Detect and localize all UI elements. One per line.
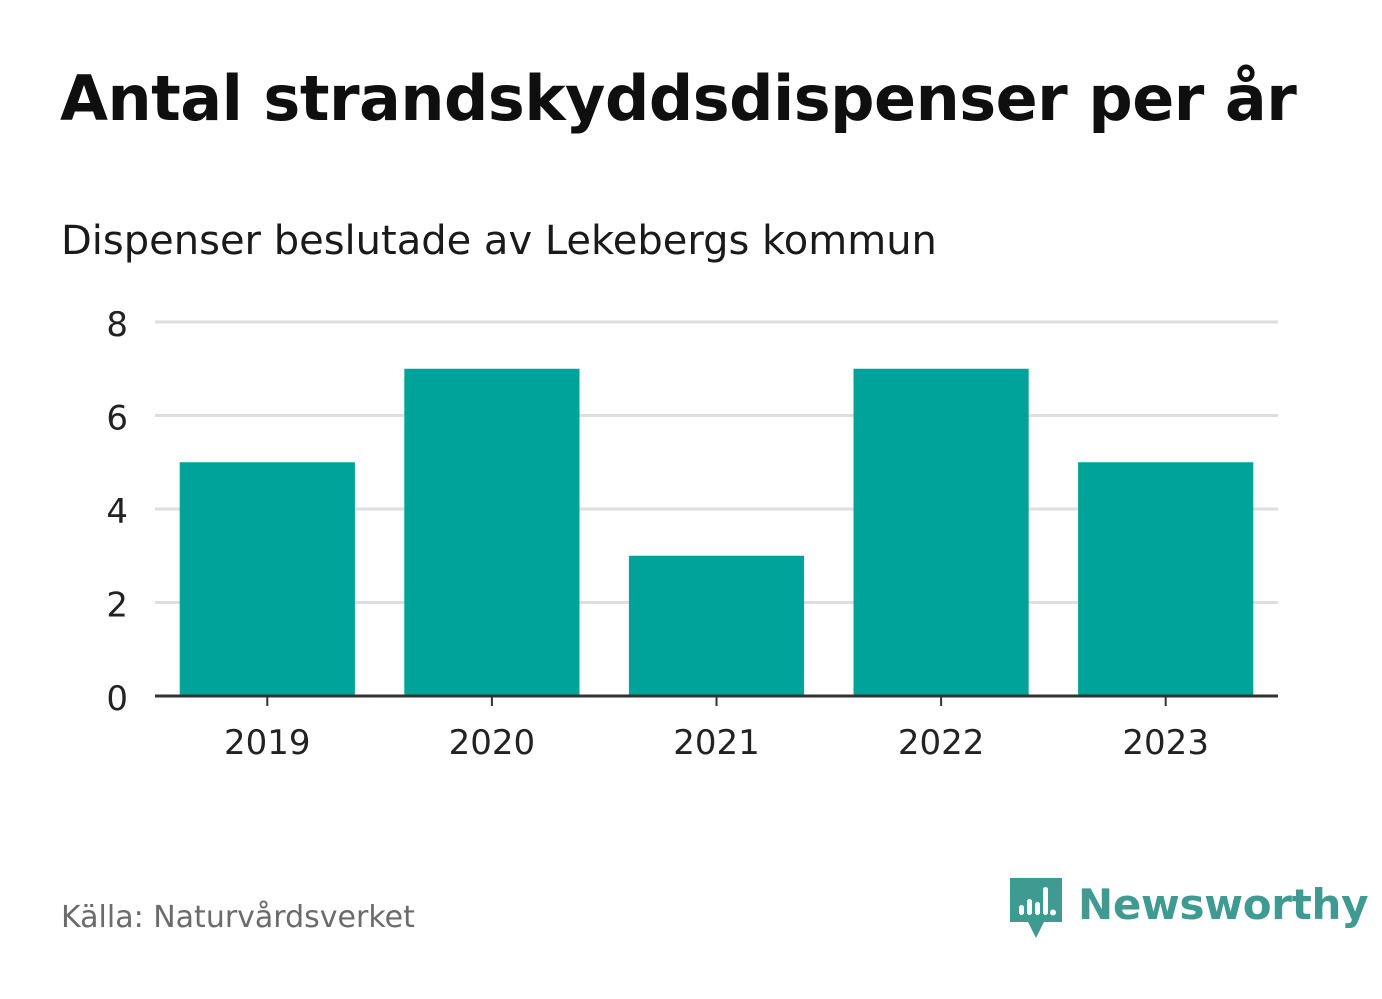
y-tick-label: 8: [106, 305, 128, 345]
chart-title: Antal strandskyddsdispenser per år: [60, 62, 1297, 135]
bar-2020: [404, 368, 580, 696]
x-axis-ticks: 2019 2020 2021 2022 2023: [224, 696, 1209, 763]
y-tick-label: 6: [106, 399, 128, 439]
x-tick-label: 2023: [1122, 723, 1209, 763]
y-tick-label: 0: [106, 679, 128, 719]
y-tick-label: 4: [106, 492, 128, 532]
bar-2019: [179, 462, 355, 696]
bars: [179, 368, 1254, 696]
y-tick-label: 2: [106, 586, 128, 626]
y-axis-ticks: 0 2 4 6 8: [106, 305, 128, 719]
x-tick-label: 2019: [224, 723, 311, 763]
newsworthy-logo-text: Newsworthy: [1078, 880, 1369, 929]
bar-2023: [1078, 462, 1254, 696]
chart-subtitle: Dispenser beslutade av Lekebergs kommun: [61, 218, 937, 264]
bar-2021: [628, 555, 805, 696]
x-tick-label: 2020: [449, 723, 536, 763]
newsworthy-logo-icon: [1010, 878, 1062, 938]
newsworthy-logo: Newsworthy: [1010, 878, 1368, 942]
x-tick-label: 2022: [898, 723, 985, 763]
bar-2022: [853, 368, 1029, 696]
source-note: Källa: Naturvårdsverket: [61, 900, 415, 935]
x-tick-label: 2021: [673, 723, 760, 763]
